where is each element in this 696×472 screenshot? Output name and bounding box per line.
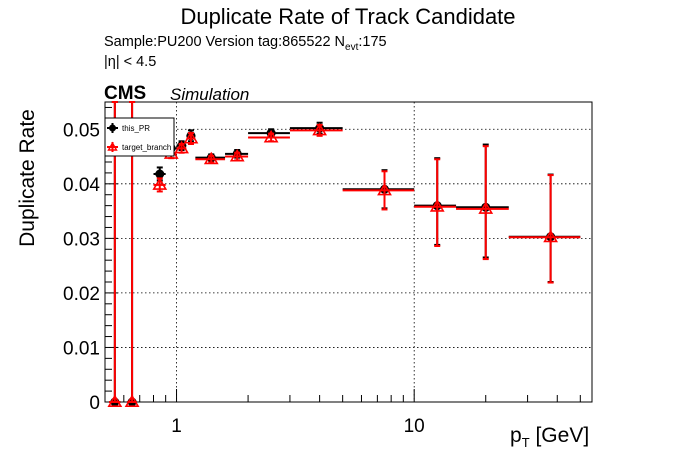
plot-frame (104, 101, 593, 403)
legend-label: this_PR (122, 124, 150, 133)
y-tick-label: 0.02 (63, 284, 100, 305)
legend-label: target_branch (122, 143, 171, 152)
y-tick-label: 0 (89, 393, 100, 414)
legend-marker (109, 124, 116, 132)
nevt-subscript: evt (345, 41, 359, 53)
data-point (478, 201, 494, 214)
nevt-value: :175 (358, 34, 387, 50)
x-tick-label: 1 (171, 416, 182, 437)
sample-info: Sample:PU200 Version tag:865522 Nevt:175 (104, 34, 387, 53)
data-point (174, 140, 189, 154)
data-point (152, 177, 168, 190)
legend: this_PR target_branch (104, 117, 175, 157)
data-point (312, 122, 328, 136)
data-point (229, 148, 245, 162)
data-point (377, 182, 392, 196)
data-point (263, 129, 279, 143)
data-point (124, 394, 140, 408)
y-tick-label: 0.05 (63, 120, 100, 141)
x-axis-label-main: p (510, 424, 522, 447)
tick-labels: 1 10 0 0.01 0.02 0.03 0.04 0.05 (63, 120, 425, 437)
sample-info-text: Sample:PU200 Version tag:865522 N (104, 34, 346, 50)
data-point (183, 130, 199, 144)
data-point (543, 229, 559, 243)
series (107, 101, 581, 408)
y-tick-label: 0.03 (63, 229, 100, 250)
simulation-label: Simulation (170, 85, 250, 104)
x-axis-label: pT [GeV] (510, 424, 589, 450)
chart-title: Duplicate Rate of Track Candidate (180, 4, 516, 29)
grid (105, 102, 592, 402)
data-point (203, 151, 219, 165)
eta-cut-label: |η| < 4.5 (104, 54, 157, 70)
x-axis-label-unit: [GeV] (529, 424, 590, 447)
legend-marker (107, 141, 118, 151)
y-tick-label: 0.01 (63, 338, 100, 359)
x-axis-label-sub: T (521, 435, 530, 451)
cms-label: CMS (104, 83, 147, 104)
y-tick-label: 0.04 (63, 175, 100, 196)
data-point (107, 394, 123, 408)
data-point (155, 169, 165, 179)
x-tick-label: 10 (404, 416, 425, 437)
series-target_branch (107, 101, 581, 408)
data-point (429, 199, 445, 212)
